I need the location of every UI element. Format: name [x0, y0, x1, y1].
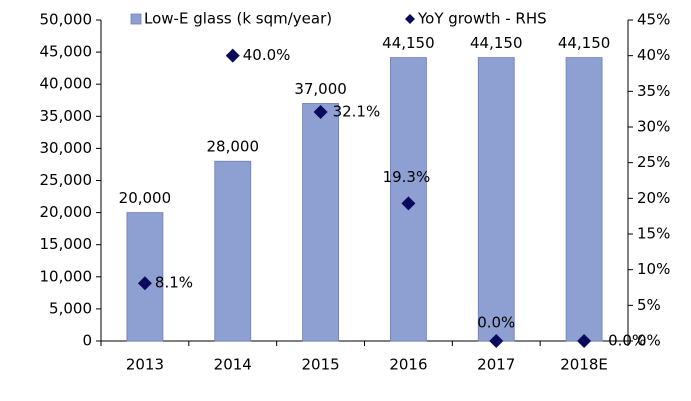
point-value-label: 8.1%: [155, 274, 193, 292]
point-value-label: 0.0%: [477, 314, 515, 332]
x-tick-label: 2013: [126, 356, 164, 374]
bar: [477, 57, 515, 342]
x-tick-label: 2015: [301, 356, 339, 374]
y2-tick-label: 35%: [637, 82, 670, 100]
legend-swatch: [405, 14, 415, 24]
x-tick-label: 2017: [477, 356, 515, 374]
diamond-marker: [577, 334, 592, 348]
y2-tick-label: 10%: [637, 260, 670, 278]
y-tick-label: 45,000: [40, 43, 93, 61]
y-tick-label: 0: [82, 332, 92, 350]
y2-tick-label: 25%: [637, 153, 670, 171]
y-tick-label: 35,000: [40, 107, 93, 125]
y-tick-label: 30,000: [40, 139, 93, 157]
point-value-label: 0.0%: [608, 332, 646, 350]
y2-tick-label: 20%: [637, 189, 670, 207]
diamond-marker: [225, 48, 240, 63]
y-tick-label: 50,000: [40, 11, 93, 29]
y2-tick-label: 5%: [637, 296, 661, 314]
bar-value-label: 44,150: [382, 34, 435, 52]
point-value-label: 32.1%: [333, 103, 381, 121]
diamond-marker: [401, 196, 416, 211]
y-tick-label: 15,000: [40, 235, 93, 253]
y2-tick-label: 30%: [637, 118, 670, 136]
x-tick-label: 2014: [214, 356, 252, 374]
y2-tick-label: 15%: [637, 225, 670, 243]
legend-label: Low-E glass (k sqm/year): [144, 10, 332, 28]
y-tick-label: 5,000: [49, 299, 92, 317]
y2-tick-label: 45%: [637, 11, 670, 29]
x-tick-label: 2018E: [560, 356, 608, 374]
bar: [390, 57, 427, 342]
y-tick-label: 25,000: [40, 171, 93, 189]
legend-swatch: [130, 13, 142, 25]
y-tick-label: 20,000: [40, 203, 93, 221]
diamond-marker: [489, 334, 504, 348]
bar-value-label: 44,150: [470, 34, 523, 52]
y2-tick-label: 0%: [637, 332, 661, 350]
diamond-marker: [313, 105, 328, 120]
point-value-label: 40.0%: [243, 46, 291, 64]
legend-label: YoY growth - RHS: [417, 10, 547, 28]
bar: [214, 160, 252, 342]
y-tick-label: 40,000: [40, 75, 93, 93]
bar-value-label: 20,000: [119, 189, 172, 207]
bar: [565, 57, 603, 342]
x-tick-label: 2016: [389, 356, 427, 374]
y2-tick-label: 40%: [637, 46, 670, 64]
y-tick-label: 10,000: [40, 267, 93, 285]
diamond-marker: [137, 276, 152, 291]
bar-value-label: 37,000: [294, 80, 347, 98]
bar: [302, 103, 339, 342]
bar-value-label: 44,150: [558, 34, 611, 52]
point-value-label: 19.3%: [383, 168, 431, 186]
bar: [126, 212, 164, 342]
bar-value-label: 28,000: [207, 138, 260, 156]
